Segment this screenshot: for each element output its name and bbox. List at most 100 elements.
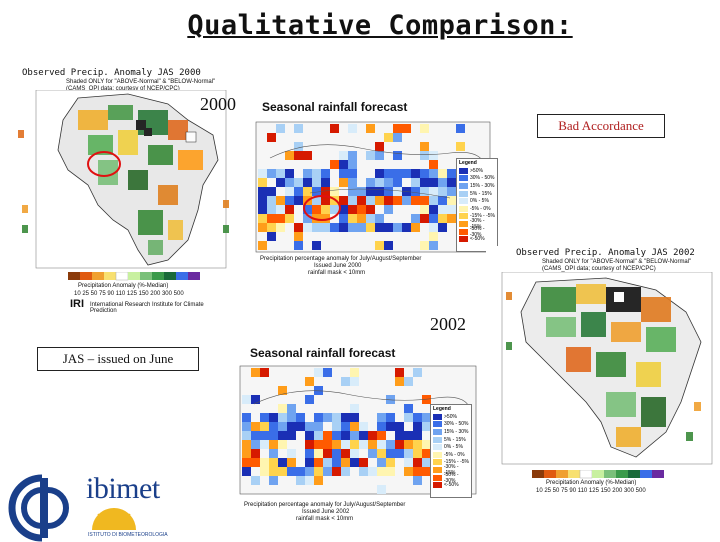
forecast-cell <box>395 422 404 431</box>
forecast-cell <box>404 431 413 440</box>
forecast-2000-legend-label: -15% - -5% <box>470 213 496 220</box>
forecast-cell <box>242 458 251 467</box>
forecast-cell <box>269 413 278 422</box>
forecast-cell <box>314 458 323 467</box>
forecast-2000-legend-label: -50% - -30% <box>469 225 485 238</box>
forecast-cell <box>411 187 420 196</box>
jas-issued-label: JAS – issued on June <box>37 347 199 371</box>
forecast-cell <box>314 440 323 449</box>
observed-2002-scale-values: 10 25 50 75 90 110 125 150 200 300 500 <box>536 488 646 494</box>
forecast-cell <box>296 476 305 485</box>
forecast-cell <box>375 187 384 196</box>
forecast-cell <box>447 196 456 205</box>
forecast-cell <box>242 431 251 440</box>
forecast-cell <box>321 178 330 187</box>
forecast-cell <box>438 178 447 187</box>
forecast-cell <box>359 467 368 476</box>
forecast-2002-legend-row: 0% - 5% <box>431 443 471 451</box>
forecast-cell <box>366 205 375 214</box>
forecast-2002-legend-label: 5% - 15% <box>444 436 466 443</box>
forecast-cell <box>278 431 287 440</box>
forecast-cell <box>420 178 429 187</box>
forecast-cell <box>447 178 456 187</box>
forecast-cell <box>402 169 411 178</box>
forecast-cell <box>413 476 422 485</box>
forecast-cell <box>285 205 294 214</box>
forecast-cell <box>429 232 438 241</box>
forecast-2000-legend-row: 15% - 30% <box>457 182 497 190</box>
forecast-cell <box>305 377 314 386</box>
forecast-cell <box>420 214 429 223</box>
forecast-cell <box>350 404 359 413</box>
forecast-cell <box>251 440 260 449</box>
forecast-cell <box>377 485 386 494</box>
forecast-cell <box>429 169 438 178</box>
forecast-cell <box>278 422 287 431</box>
forecast-cell <box>377 422 386 431</box>
cnr-logo-icon <box>8 474 69 542</box>
forecast-2002-legend-row: 15% - 30% <box>431 428 471 436</box>
forecast-cell <box>393 151 402 160</box>
observed-2000-map <box>18 90 229 269</box>
forecast-2000-legend-swatch <box>459 182 468 189</box>
forecast-cell <box>420 196 429 205</box>
forecast-cell <box>447 169 456 178</box>
forecast-cell <box>323 368 332 377</box>
forecast-cell <box>420 205 429 214</box>
forecast-2000-legend-row: 0% - 5% <box>457 197 497 205</box>
forecast-cell <box>404 440 413 449</box>
forecast-2000-legend-label: 5% - 15% <box>470 190 492 197</box>
forecast-cell <box>420 241 429 250</box>
forecast-cell <box>287 404 296 413</box>
forecast-cell <box>269 431 278 440</box>
forecast-cell <box>377 458 386 467</box>
forecast-cell <box>296 413 305 422</box>
forecast-cell <box>438 205 447 214</box>
forecast-cell <box>242 422 251 431</box>
forecast-cell <box>285 169 294 178</box>
forecast-cell <box>278 386 287 395</box>
forecast-cell <box>357 214 366 223</box>
iri-logo: IRI <box>70 298 85 310</box>
forecast-cell <box>359 431 368 440</box>
forecast-cell <box>339 214 348 223</box>
forecast-cell <box>285 187 294 196</box>
forecast-cell <box>276 223 285 232</box>
forecast-cell <box>402 196 411 205</box>
forecast-cell <box>429 223 438 232</box>
forecast-2002-legend-swatch <box>433 413 442 420</box>
forecast-cell <box>404 377 413 386</box>
forecast-cell <box>242 440 251 449</box>
forecast-cell <box>420 169 429 178</box>
forecast-cell <box>350 413 359 422</box>
forecast-cell <box>287 422 296 431</box>
forecast-cell <box>303 205 312 214</box>
forecast-cell <box>395 449 404 458</box>
forecast-cell <box>348 214 357 223</box>
forecast-2000-legend-swatch <box>459 236 468 243</box>
forecast-cell <box>456 124 465 133</box>
forecast-cell <box>368 449 377 458</box>
forecast-cell <box>393 187 402 196</box>
forecast-cell <box>366 178 375 187</box>
forecast-2002-legend-swatch <box>433 436 442 443</box>
forecast-2002-legend-label: 15% - 30% <box>444 428 469 435</box>
forecast-cell <box>312 187 321 196</box>
observed-2000-sub2: (CAMS_OPI data; courtesy of NCEP/CPC) <box>66 86 180 92</box>
forecast-cell <box>438 187 447 196</box>
forecast-2000-legend-swatch <box>459 205 468 212</box>
forecast-cell <box>251 395 260 404</box>
forecast-cell <box>276 205 285 214</box>
forecast-cell <box>357 205 366 214</box>
forecast-2000-legend-swatch <box>459 167 468 174</box>
forecast-2000-legend: Legend >50% 30% - 50% 15% - 30% 5% - 15% 0% … <box>456 158 498 252</box>
forecast-2002-legend-swatch <box>433 428 442 435</box>
observed-2000-sub1: Shaded ONLY for "ABOVE-Normal" & "BELOW-… <box>66 79 216 85</box>
forecast-cell <box>393 124 402 133</box>
forecast-cell <box>260 368 269 377</box>
forecast-2002-legend-label: <-50% <box>444 482 459 489</box>
forecast-cell <box>339 160 348 169</box>
forecast-cell <box>348 169 357 178</box>
forecast-cell <box>330 187 339 196</box>
forecast-cell <box>386 440 395 449</box>
